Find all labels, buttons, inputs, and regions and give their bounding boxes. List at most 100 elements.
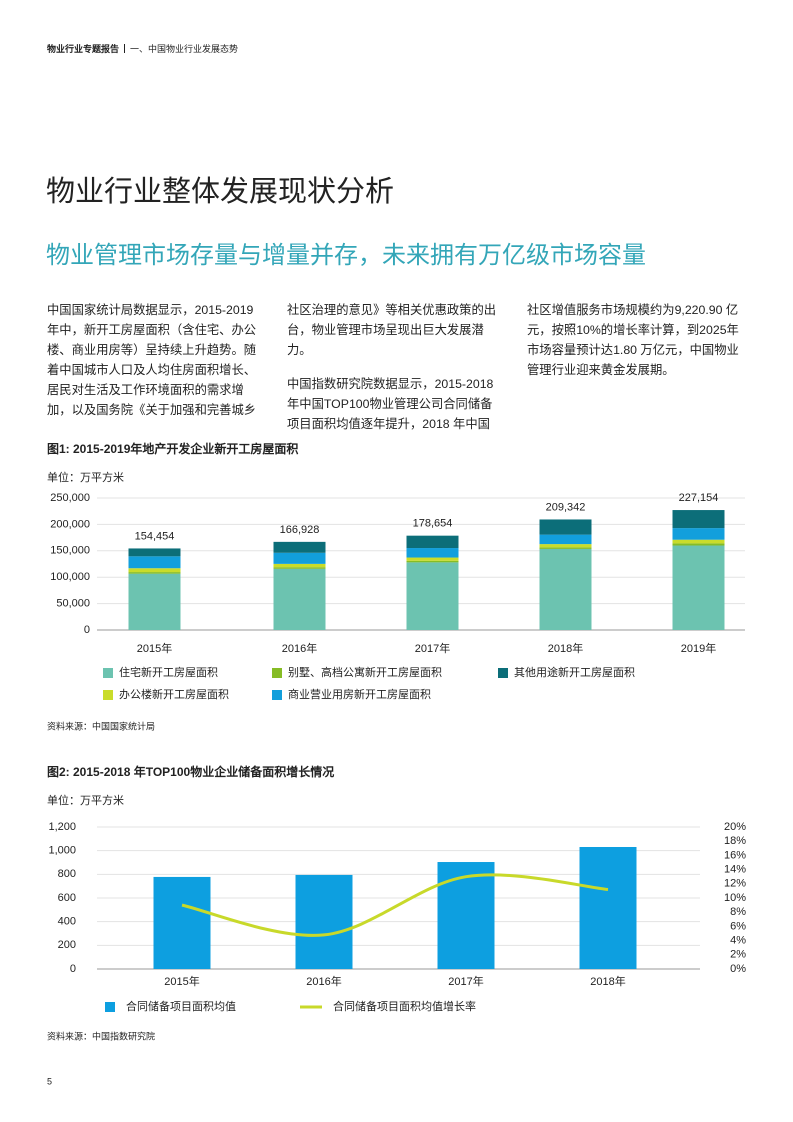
y2-tick-label: 2% — [730, 949, 746, 961]
bar-segment — [406, 562, 459, 630]
chart-title: 图1: 2015-2019年地产开发企业新开工房屋面积 — [47, 441, 298, 456]
bar — [579, 846, 637, 969]
x-tick-label: 2019年 — [681, 641, 716, 655]
text-column: 中国国家统计局数据显示，2015-2019年中，新开工房屋面积（含住宅、办公楼、… — [47, 300, 261, 434]
bar-segment — [273, 568, 326, 630]
total-label: 227,154 — [679, 492, 719, 504]
total-label: 178,654 — [413, 518, 453, 530]
bar-segment — [672, 543, 725, 546]
bar-segment — [128, 548, 181, 557]
y2-tick-label: 10% — [724, 892, 746, 904]
text-column: 社区治理的意见》等相关优惠政策的出台，物业管理市场呈现出巨大发展潜力。 中国指数研… — [287, 300, 501, 448]
unit-label: 单位：万平方米 — [47, 793, 124, 807]
y2-tick-label: 0% — [730, 963, 746, 975]
legend-label: 商业营业用房新开工房屋面积 — [288, 687, 431, 701]
total-label: 209,342 — [546, 501, 586, 513]
x-tick-label: 2016年 — [306, 974, 341, 988]
legend-swatch — [103, 668, 113, 678]
bar-segment — [672, 510, 725, 529]
header: 物业行业专题报告 一、中国物业行业发展态势 — [47, 42, 238, 55]
bar-segment — [539, 544, 592, 548]
y2-tick-label: 8% — [730, 906, 746, 918]
paragraph: 中国指数研究院数据显示，2015-2018年中国TOP100物业管理公司合同储备… — [287, 377, 494, 431]
y2-tick-label: 6% — [730, 920, 746, 932]
bar-segment — [672, 545, 725, 630]
bar-segment — [406, 560, 459, 563]
total-label: 154,454 — [135, 530, 175, 542]
y-tick-label: 150,000 — [50, 545, 90, 557]
y-tick-label: 250,000 — [50, 492, 90, 504]
section-name: 一、中国物业行业发展态势 — [130, 44, 239, 54]
report-name: 物业行业专题报告 — [47, 44, 120, 54]
legend-label: 住宅新开工房屋面积 — [119, 665, 218, 679]
y-tick-label: 200 — [58, 939, 76, 951]
page-subtitle: 物业管理市场存量与增量并存，未来拥有万亿级市场容量 — [46, 242, 646, 269]
y-tick-label: 200,000 — [50, 518, 90, 530]
page-title: 物业行业整体发展现状分析 — [46, 176, 395, 208]
legend-label: 合同储备项目面积均值增长率 — [333, 999, 476, 1013]
page-number: 5 — [47, 1076, 52, 1086]
legend-label: 合同储备项目面积均值 — [126, 999, 236, 1013]
source: 资料来源：中国国家统计局 — [47, 720, 155, 731]
bar-segment — [539, 547, 592, 549]
y-tick-label: 600 — [58, 892, 76, 904]
separator — [124, 44, 126, 53]
legend-swatch — [272, 690, 282, 700]
bar-segment — [128, 572, 181, 574]
bar-segment — [128, 556, 181, 569]
bar-segment — [672, 539, 725, 544]
legend-swatch — [272, 668, 282, 678]
chart-title: 图2: 2015-2018 年TOP100物业企业储备面积增长情况 — [47, 764, 334, 779]
bar-segment — [539, 519, 592, 535]
legend-swatch — [498, 668, 508, 678]
source: 资料来源：中国指数研究院 — [47, 1030, 155, 1041]
legend-label: 办公楼新开工房屋面积 — [119, 687, 229, 701]
x-tick-label: 2015年 — [137, 641, 172, 655]
legend-label: 别墅、高档公寓新开工房屋面积 — [288, 665, 442, 679]
bar-segment — [539, 534, 592, 545]
x-tick-label: 2017年 — [415, 641, 450, 655]
bar-segment — [128, 568, 181, 573]
y-tick-label: 800 — [58, 868, 76, 880]
bar-segment — [539, 548, 592, 630]
bar-segment — [672, 528, 725, 540]
y-tick-label: 0 — [84, 624, 90, 636]
y2-tick-label: 20% — [724, 821, 746, 833]
bar-segment — [273, 567, 326, 569]
y2-tick-label: 4% — [730, 935, 746, 947]
bar — [153, 876, 211, 969]
paragraph: 中国国家统计局数据显示，2015-2019年中，新开工房屋面积（含住宅、办公楼、… — [47, 303, 257, 417]
y2-tick-label: 16% — [724, 849, 746, 861]
line — [181, 873, 609, 937]
text-column: 社区增值服务市场规模约为9,220.90 亿元，按照10%的增长率计算，到202… — [527, 300, 741, 394]
y-tick-label: 1,200 — [48, 821, 76, 833]
x-tick-label: 2015年 — [164, 974, 199, 988]
bar-segment — [406, 557, 459, 561]
x-tick-label: 2016年 — [282, 641, 317, 655]
y2-tick-label: 18% — [724, 835, 746, 847]
legend-label: 其他用途新开工房屋面积 — [514, 665, 635, 679]
unit-label: 单位：万平方米 — [47, 470, 124, 484]
bar-segment — [273, 541, 326, 553]
legend-swatch — [103, 690, 113, 700]
y-tick-label: 0 — [70, 963, 76, 975]
legend-swatch — [105, 1002, 115, 1012]
x-tick-label: 2018年 — [590, 974, 625, 988]
bar — [437, 862, 495, 969]
bar-segment — [406, 535, 459, 549]
bar-segment — [406, 548, 459, 558]
bar — [295, 874, 353, 969]
y2-tick-label: 12% — [724, 878, 746, 890]
total-label: 166,928 — [280, 524, 320, 536]
bar-segment — [273, 552, 326, 564]
x-tick-label: 2017年 — [448, 974, 483, 988]
bar-segment — [128, 573, 181, 630]
y-tick-label: 1,000 — [48, 845, 76, 857]
paragraph: 社区增值服务市场规模约为9,220.90 亿元，按照10%的增长率计算，到202… — [527, 303, 739, 377]
paragraph: 社区治理的意见》等相关优惠政策的出台，物业管理市场呈现出巨大发展潜力。 — [287, 303, 497, 357]
y2-tick-label: 14% — [724, 864, 746, 876]
x-tick-label: 2018年 — [548, 641, 583, 655]
y-tick-label: 400 — [58, 916, 76, 928]
